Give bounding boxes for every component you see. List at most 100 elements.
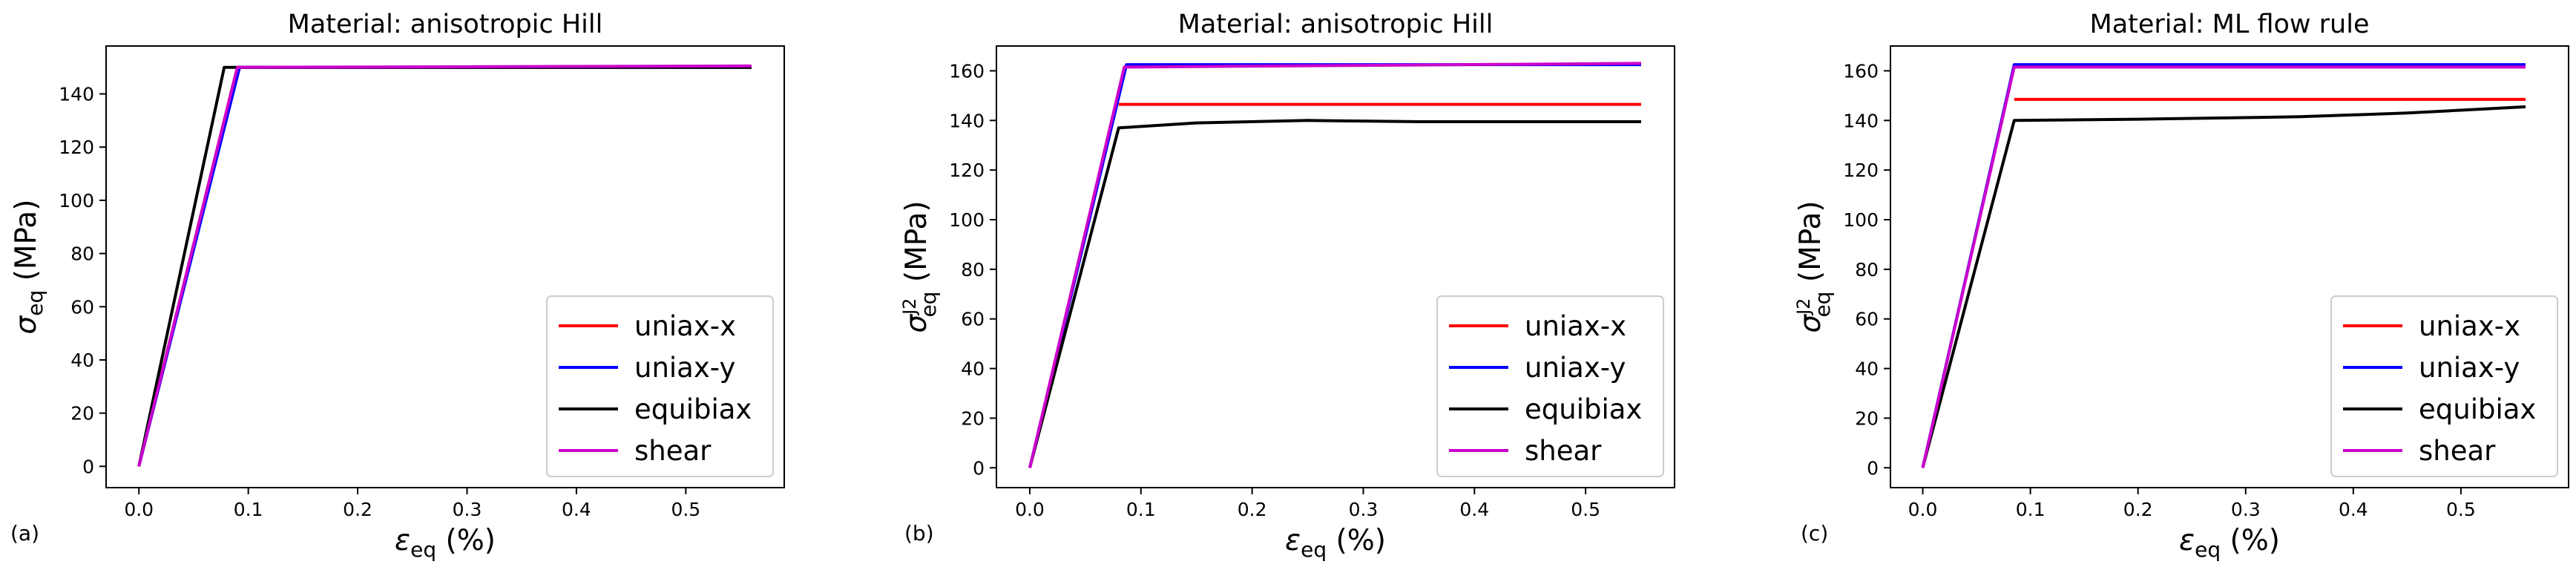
legend-label-equibiax: equibiax — [634, 393, 752, 425]
x-axis-label: εeq (%) — [395, 524, 496, 562]
x-tick-label: 0.5 — [2446, 499, 2476, 520]
legend-label-uniax-y: uniax-y — [2419, 352, 2520, 384]
x-axis-subscript: eq — [1301, 537, 1327, 562]
y-tick-label: 160 — [949, 60, 985, 82]
legend: uniax-x uniax-y equibiax shear — [546, 295, 774, 477]
legend-label-shear: shear — [1525, 435, 1602, 467]
x-axis-symbol: ε — [2179, 524, 2195, 557]
legend-label-uniax-x: uniax-x — [2419, 310, 2520, 342]
y-axis-subscript: eq — [1810, 292, 1835, 318]
x-tick-label: 0.3 — [2231, 499, 2261, 520]
x-tick-label: 0.5 — [1571, 499, 1600, 520]
y-axis-unit: (MPa) — [1794, 200, 1827, 291]
legend: uniax-x uniax-y equibiax shear — [1436, 295, 1664, 477]
y-axis-unit: (MPa) — [900, 200, 933, 291]
y-tick-label: 20 — [70, 403, 94, 425]
series-line-equibiax — [1028, 119, 1641, 468]
y-tick-label: 80 — [1855, 259, 1879, 281]
x-tick-label: 0.0 — [124, 499, 154, 520]
series-line-shear — [1921, 65, 2526, 468]
panel-label: (b) — [904, 521, 934, 546]
panel-label: (c) — [1801, 521, 1828, 546]
y-tick-label: 140 — [949, 110, 985, 131]
panel-label: (a) — [10, 521, 39, 546]
chart-title: Material: ML flow rule — [2090, 10, 2370, 39]
y-tick-label: 140 — [1843, 110, 1879, 131]
y-tick-label: 40 — [961, 358, 985, 380]
y-tick-label: 0 — [82, 456, 94, 477]
y-tick-label: 40 — [1855, 358, 1879, 380]
y-tick-label: 120 — [949, 160, 985, 181]
x-axis-subscript: eq — [410, 537, 436, 562]
legend-label-equibiax: equibiax — [2419, 393, 2536, 425]
legend-box — [1436, 295, 1664, 477]
x-axis-unit: (%) — [436, 524, 496, 557]
y-tick-label: 80 — [961, 259, 985, 281]
y-axis-symbol: σ — [900, 314, 933, 333]
chart-title: Material: anisotropic Hill — [1178, 10, 1494, 39]
x-tick-label: 0.4 — [562, 499, 591, 520]
y-axis-subscript: eq — [916, 292, 941, 318]
y-tick-label: 60 — [1855, 309, 1879, 330]
x-axis-symbol: ε — [395, 524, 410, 557]
x-tick-label: 0.2 — [1238, 499, 1267, 520]
y-axis-symbol: σ — [10, 315, 43, 334]
y-tick-label: 160 — [1843, 60, 1879, 82]
y-tick-label: 80 — [70, 243, 94, 265]
x-tick-label: 0.2 — [2123, 499, 2153, 520]
x-tick-label: 0.1 — [2016, 499, 2046, 520]
x-tick-label: 0.4 — [2339, 499, 2368, 520]
x-axis-label: εeq (%) — [2179, 524, 2280, 562]
y-tick-label: 100 — [1843, 209, 1879, 231]
x-tick-label: 0.4 — [1459, 499, 1489, 520]
y-axis-superscript: J2 — [1793, 298, 1814, 316]
legend-box — [546, 295, 774, 477]
series-line-shear — [1028, 62, 1642, 468]
x-tick-label: 0.3 — [1349, 499, 1379, 520]
axes-frame — [996, 45, 1675, 488]
x-tick-label: 0.2 — [343, 499, 372, 520]
y-axis-label: σeq (MPa) — [10, 200, 47, 335]
x-axis-unit: (%) — [2221, 524, 2280, 557]
y-tick-label: 100 — [949, 209, 985, 231]
chart-panel-3: 0.0 0.1 0.2 0.3 0.4 0.5 0 20 40 60 80 100 120 140 160 M… — [1793, 10, 2569, 562]
y-tick-label: 40 — [70, 350, 94, 371]
x-tick-label: 0.1 — [234, 499, 263, 520]
legend-label-uniax-y: uniax-y — [1525, 352, 1626, 384]
y-tick-label: 20 — [961, 407, 985, 429]
chart-panel-1: 0.0 0.1 0.2 0.3 0.4 0.5 0 20 40 60 80 100 120 140 Mate… — [10, 10, 785, 562]
y-axis-label: σJ2eq (MPa) — [899, 200, 941, 332]
chart-title: Material: anisotropic Hill — [288, 10, 603, 39]
legend: uniax-x uniax-y equibiax shear — [2330, 295, 2558, 477]
x-tick-label: 0.1 — [1126, 499, 1156, 520]
axes-frame — [105, 45, 785, 488]
chart-panel-2: 0.0 0.1 0.2 0.3 0.4 0.5 0 20 40 60 80 100 120 140 160 M… — [899, 10, 1675, 562]
axes-frame — [1890, 45, 2569, 488]
legend-label-uniax-y: uniax-y — [634, 352, 735, 384]
legend-label-shear: shear — [2419, 435, 2496, 467]
y-axis-unit: (MPa) — [10, 200, 43, 290]
y-tick-label: 0 — [973, 457, 985, 479]
y-axis-label: σJ2eq (MPa) — [1793, 200, 1835, 332]
y-tick-label: 120 — [1843, 160, 1879, 181]
x-axis-label: εeq (%) — [1285, 524, 1386, 562]
x-tick-label: 0.3 — [453, 499, 482, 520]
y-tick-label: 0 — [1867, 457, 1879, 479]
y-tick-label: 20 — [1855, 407, 1879, 429]
legend-label-uniax-x: uniax-x — [634, 310, 736, 342]
y-axis-superscript: J2 — [899, 298, 920, 316]
legend-label-shear: shear — [634, 435, 712, 467]
x-tick-label: 0.5 — [671, 499, 700, 520]
legend-label-equibiax: equibiax — [1525, 393, 1642, 425]
series-line-shear — [137, 64, 752, 467]
y-axis-symbol: σ — [1794, 314, 1827, 333]
y-tick-label: 60 — [961, 309, 985, 330]
y-tick-label: 60 — [70, 296, 94, 318]
y-tick-label: 100 — [59, 190, 94, 212]
y-axis-subscript: eq — [23, 290, 47, 316]
series-line-equibiax — [1921, 105, 2526, 468]
y-tick-label: 140 — [59, 84, 94, 105]
x-axis-subscript: eq — [2195, 537, 2221, 562]
x-axis-unit: (%) — [1327, 524, 1386, 557]
